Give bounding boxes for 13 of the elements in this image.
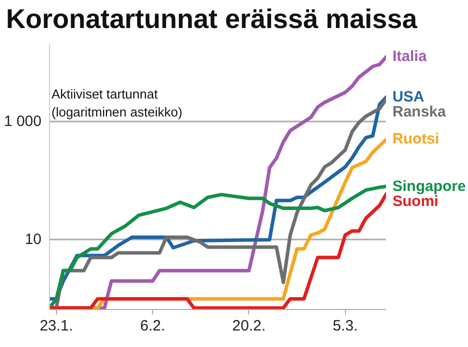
y-tick-label: 10 <box>24 231 42 248</box>
x-tick-label: 5.3. <box>332 318 358 334</box>
y-axis-title: Aktiiviset tartunnat (logaritminen asteikko) <box>52 86 182 120</box>
series-label: Italia <box>392 48 428 66</box>
series-label: Ruotsi <box>392 130 440 148</box>
y-tick-label: 1 000 <box>4 112 42 130</box>
x-tick-label: 20.2. <box>232 318 266 334</box>
series-label: Singapore <box>392 178 466 195</box>
x-tick-label: 23.1. <box>40 318 74 334</box>
x-tick-label: 6.2. <box>140 318 166 334</box>
series-label: USA <box>392 88 424 106</box>
chart-title: Koronatartunnat eräissä maissa <box>6 3 418 36</box>
series-label: Ranska <box>392 103 447 120</box>
